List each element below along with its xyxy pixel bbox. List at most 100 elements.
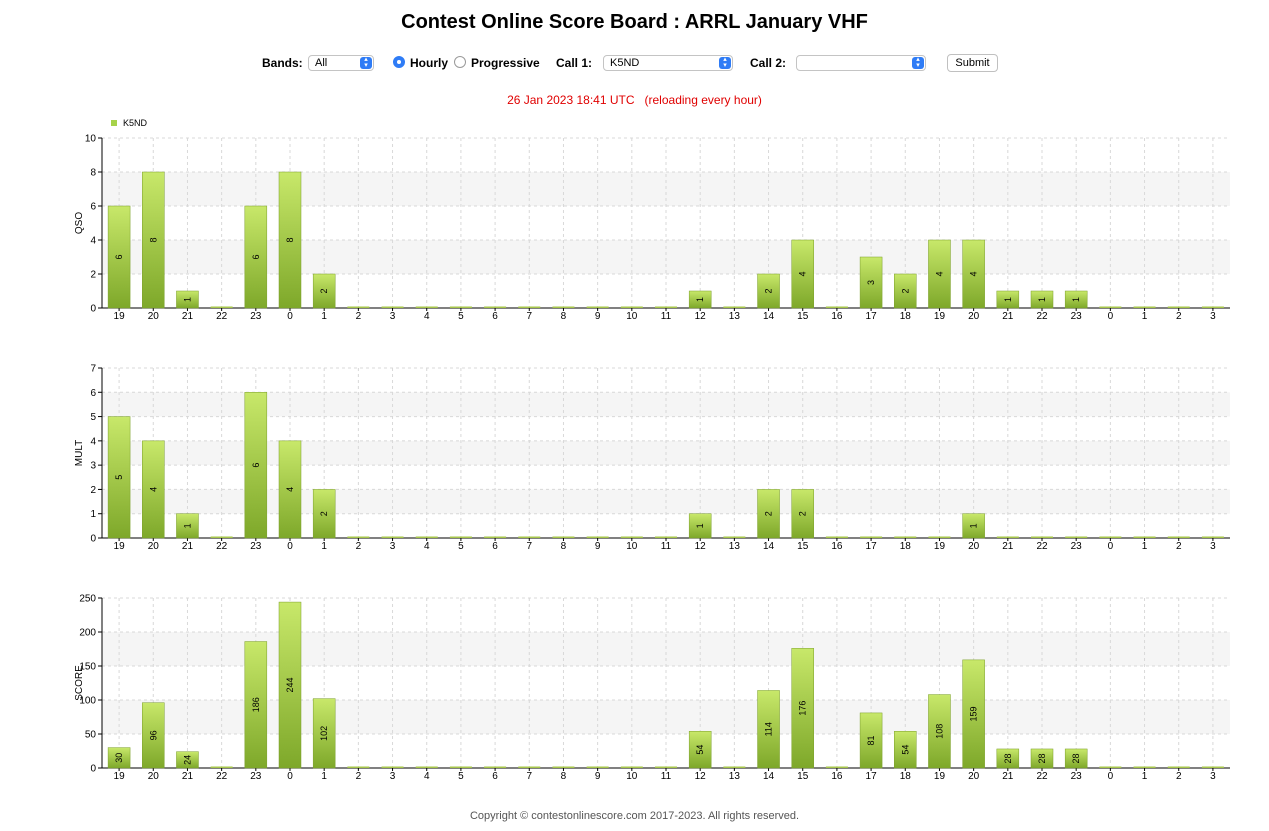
x-tick-label: 0	[1108, 311, 1114, 322]
call1-select[interactable]: K5ND ▴ ▾	[603, 55, 733, 71]
x-tick-label: 22	[216, 541, 228, 552]
x-tick-label: 2	[1176, 541, 1182, 552]
bar	[1030, 290, 1054, 309]
bar-value-label: 28	[1037, 753, 1047, 763]
bar	[723, 536, 746, 538]
bar	[1133, 766, 1156, 768]
x-tick-label: 20	[148, 541, 160, 552]
x-tick-label: 17	[866, 311, 878, 322]
select-arrows-icon: ▴ ▾	[719, 56, 731, 69]
x-tick-label: 18	[900, 771, 912, 782]
bar	[1201, 766, 1224, 768]
bar	[176, 513, 199, 539]
x-tick-label: 21	[182, 541, 194, 552]
x-tick-label: 5	[458, 311, 464, 322]
bar	[928, 694, 951, 769]
bar	[142, 171, 165, 309]
bar	[1064, 290, 1088, 309]
bar	[655, 536, 677, 538]
x-tick-label: 23	[250, 541, 262, 552]
bar-value-label: 1	[1003, 297, 1013, 302]
x-tick-label: 23	[250, 771, 262, 782]
bands-select[interactable]: All ▴ ▾	[308, 55, 374, 71]
bar	[1133, 306, 1156, 308]
bar-value-label: 2	[764, 288, 774, 293]
bar	[518, 766, 541, 768]
x-tick-label: 22	[1036, 771, 1048, 782]
progressive-radio[interactable]	[454, 56, 466, 68]
x-tick-label: 1	[1142, 771, 1148, 782]
progressive-label[interactable]: Progressive	[471, 56, 540, 70]
hourly-label[interactable]: Hourly	[410, 56, 449, 70]
bar-value-label: 2	[798, 511, 808, 516]
bar-value-label: 2	[319, 288, 329, 293]
bar-value-label: 8	[285, 237, 295, 242]
bar	[415, 536, 438, 538]
x-tick-label: 10	[626, 541, 638, 552]
copyright: Copyright © contestonlinescore.com 2017-…	[469, 810, 800, 822]
call2-select[interactable]: ▴ ▾	[796, 55, 926, 71]
x-tick-label: 3	[390, 771, 396, 782]
x-tick-label: 17	[866, 541, 878, 552]
bands-select-value: All	[315, 57, 328, 69]
x-tick-label: 15	[797, 771, 809, 782]
bar	[210, 536, 233, 538]
x-tick-label: 0	[287, 771, 293, 782]
bar	[1201, 536, 1224, 538]
bands-label: Bands:	[262, 56, 303, 70]
bar	[381, 766, 404, 768]
y-tick-label: 2	[90, 270, 96, 281]
bar	[860, 536, 883, 538]
bar	[859, 256, 883, 309]
bar-value-label: 4	[148, 487, 158, 492]
bar	[894, 273, 917, 309]
bar	[655, 766, 677, 768]
bar	[894, 731, 917, 769]
bar	[1064, 748, 1088, 769]
bar	[312, 489, 336, 539]
bar	[996, 290, 1020, 309]
bar	[1167, 306, 1190, 308]
x-tick-label: 13	[729, 311, 741, 322]
x-tick-label: 22	[216, 311, 228, 322]
bar	[107, 205, 131, 309]
x-tick-label: 14	[763, 541, 775, 552]
x-tick-label: 6	[492, 771, 498, 782]
bar	[210, 766, 233, 768]
bar	[244, 392, 268, 539]
x-tick-label: 19	[114, 311, 126, 322]
x-tick-label: 19	[114, 771, 126, 782]
bar	[347, 766, 370, 768]
bar	[312, 273, 336, 309]
bar	[449, 766, 472, 768]
bar	[791, 489, 814, 539]
bar-value-label: 24	[182, 755, 192, 765]
y-tick-label: 4	[90, 436, 96, 447]
bar	[381, 536, 404, 538]
x-tick-label: 1	[321, 771, 327, 782]
call1-label: Call 1:	[556, 56, 593, 70]
status-line: 26 Jan 2023 18:41 UTC (reloading every h…	[0, 93, 1269, 107]
y-tick-label: 250	[79, 594, 96, 605]
bar	[107, 747, 131, 769]
x-tick-label: 14	[763, 311, 775, 322]
submit-button[interactable]: Submit	[947, 54, 998, 72]
x-tick-label: 3	[390, 311, 396, 322]
y-tick-label: 4	[90, 236, 96, 247]
bar	[278, 440, 302, 539]
bar	[484, 766, 507, 768]
bar-value-label: 6	[251, 254, 261, 259]
bar-value-label: 8	[148, 237, 158, 242]
x-tick-label: 3	[390, 541, 396, 552]
reload-note: (reloading every hour)	[644, 93, 762, 107]
bar	[1031, 536, 1053, 538]
hourly-radio[interactable]	[393, 56, 405, 68]
bar	[723, 306, 746, 308]
x-tick-label: 12	[695, 771, 707, 782]
y-axis-title: MULT	[74, 440, 85, 466]
bar	[586, 536, 609, 538]
bar	[1099, 536, 1122, 538]
y-tick-label: 7	[90, 364, 96, 375]
